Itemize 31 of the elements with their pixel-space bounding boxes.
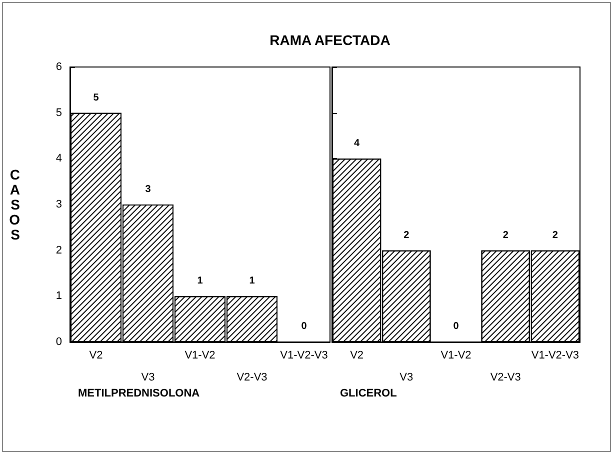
data-label: 2 bbox=[552, 230, 558, 241]
x-axis-title: METILPREDNISOLONA bbox=[78, 388, 200, 400]
data-label: 2 bbox=[502, 230, 509, 241]
y-tick-label: 0 bbox=[56, 336, 62, 348]
x-tick-label: V1-V2-V3 bbox=[280, 350, 328, 362]
y-tick-label: 6 bbox=[56, 61, 62, 73]
x-axis-title: GLICEROL bbox=[340, 388, 398, 400]
x-tick-label: V3 bbox=[400, 372, 414, 384]
y-tick-label: 4 bbox=[56, 152, 62, 165]
y-tick-label: 2 bbox=[56, 244, 62, 256]
x-tick-label: V2-V3 bbox=[236, 372, 268, 384]
data-label: 5 bbox=[93, 92, 100, 104]
x-tick-label: V3 bbox=[141, 372, 155, 384]
data-label: 2 bbox=[404, 230, 410, 241]
x-tick-label: V1-V2-V3 bbox=[531, 350, 580, 362]
data-label: 3 bbox=[145, 184, 152, 195]
y-tick-label: 5 bbox=[56, 106, 62, 119]
x-tick-label: V2 bbox=[89, 350, 103, 362]
y-axis-title: CASOS bbox=[9, 166, 20, 242]
data-label: 1 bbox=[249, 276, 256, 287]
x-tick-label: V1-V2 bbox=[184, 350, 216, 362]
x-tick-label: V2 bbox=[350, 350, 364, 362]
chart-title: RAMA AFECTADA bbox=[270, 32, 390, 48]
x-tick-label: V1-V2 bbox=[440, 350, 472, 362]
y-tick-label: 3 bbox=[56, 198, 62, 210]
data-label: 4 bbox=[354, 138, 360, 150]
y-tick-label: 1 bbox=[56, 290, 62, 302]
data-label: 0 bbox=[453, 321, 460, 332]
x-tick-label: V2-V3 bbox=[490, 372, 521, 384]
data-label: 1 bbox=[197, 276, 204, 287]
data-label: 0 bbox=[301, 321, 308, 332]
